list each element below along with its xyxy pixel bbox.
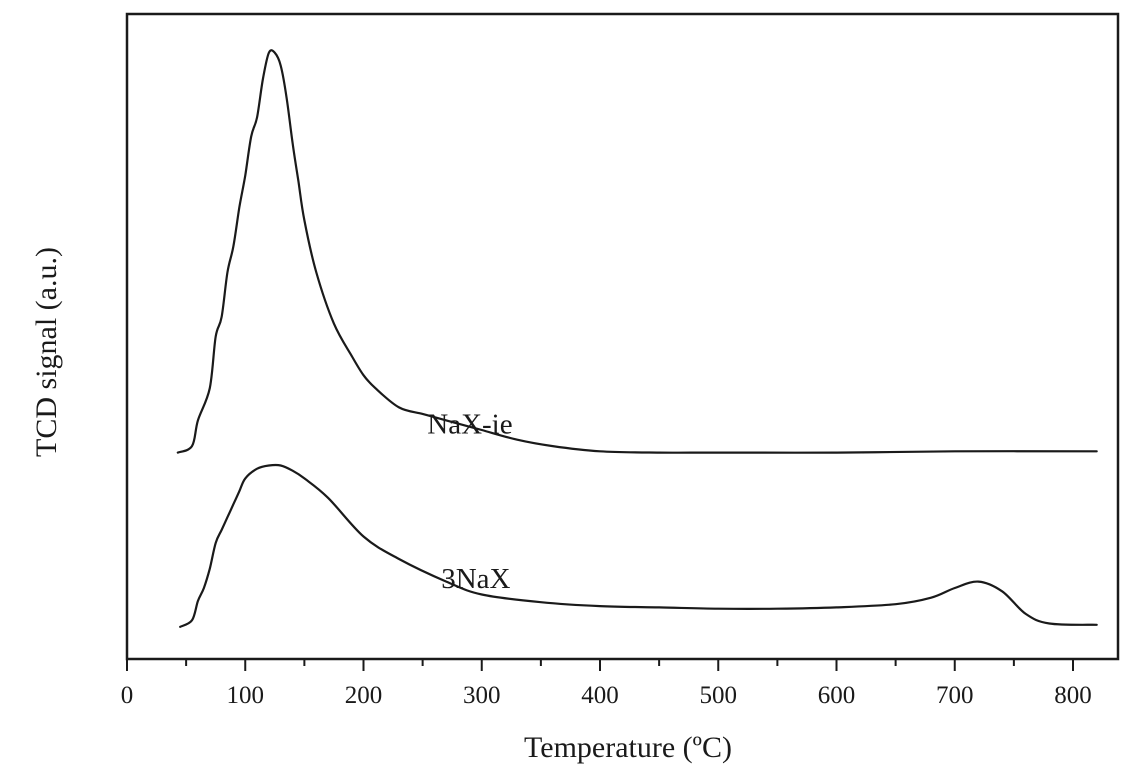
x-tick-label-500: 500 (700, 682, 738, 709)
x-tick-label-400: 400 (581, 682, 619, 709)
plot-frame (125, 12, 1120, 661)
x-axis-ticks (126, 659, 1074, 671)
x-tick-label-0: 0 (121, 682, 134, 709)
curve-label-nax-ie: NaX-ie (427, 408, 512, 440)
x-tick-label-800: 800 (1054, 682, 1092, 709)
x-axis-title: Temperature (ºC) (524, 731, 732, 764)
x-tick-label-300: 300 (463, 682, 501, 709)
series-line-nax-ie (176, 49, 1098, 454)
curve-label-3nax: 3NaX (441, 563, 510, 595)
y-axis-title: TCD signal (a.u.) (30, 247, 63, 457)
curve-labels: NaX-ie 3NaX (427, 408, 512, 595)
x-tick-label-100: 100 (227, 682, 265, 709)
x-tick-label-200: 200 (345, 682, 383, 709)
series-group (176, 49, 1098, 628)
series-line-3nax (179, 463, 1098, 628)
x-axis-tick-labels: 0 100 200 300 400 500 600 700 800 (121, 682, 1092, 709)
x-tick-label-700: 700 (936, 682, 974, 709)
x-tick-label-600: 600 (818, 682, 856, 709)
